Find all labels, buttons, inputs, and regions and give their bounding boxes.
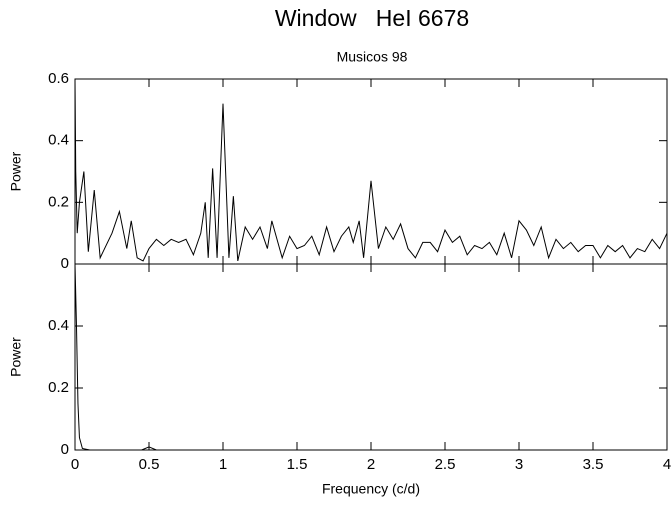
y-tick-label: 0 xyxy=(61,441,69,458)
x-tick-label: 2 xyxy=(367,456,375,473)
y-axis-label: Power xyxy=(8,151,24,191)
line xyxy=(74,263,667,451)
plot-frame xyxy=(74,78,668,265)
x-tick-label: 3.5 xyxy=(583,456,604,473)
x-tick-label: 1 xyxy=(219,456,227,473)
y-tick-label: 0 xyxy=(61,255,69,272)
y-axis-label: Power xyxy=(8,337,24,377)
x-tick-label: 0 xyxy=(71,456,79,473)
x-tick-label: 2.5 xyxy=(435,456,456,473)
y-tick-label: 0.4 xyxy=(48,317,69,334)
chart-title: Window HeI 6678 xyxy=(275,5,469,31)
y-tick-label: 0.2 xyxy=(48,193,69,210)
x-tick-label: 0.5 xyxy=(139,456,160,473)
chart-subtitle: Musicos 98 xyxy=(337,49,408,65)
x-tick-label: 4 xyxy=(663,456,671,473)
x-tick-label: 1.5 xyxy=(287,456,308,473)
x-axis-label: Frequency (c/d) xyxy=(322,481,420,497)
plot-frame xyxy=(74,263,668,451)
y-tick-label: 0.4 xyxy=(48,132,69,149)
line xyxy=(74,78,668,262)
y-tick-label: 0.6 xyxy=(48,70,69,87)
y-tick-label: 0.2 xyxy=(48,379,69,396)
x-tick-label: 3 xyxy=(515,456,523,473)
